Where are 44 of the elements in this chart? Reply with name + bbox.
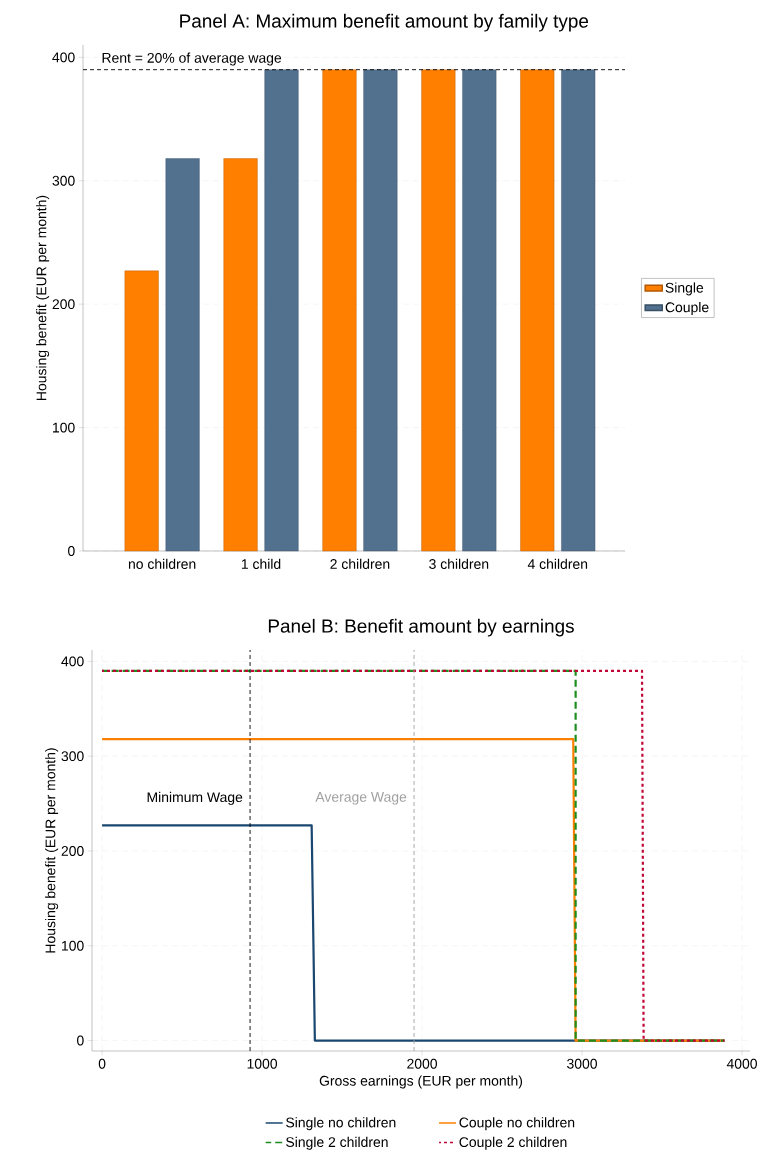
x-tick-label: 1 child [241,558,281,570]
bar [363,69,398,552]
chart-title: Panel A: Maximum benefit amount by family type [180,13,589,32]
y-tick-label: 300 [61,751,84,762]
bar [561,69,596,552]
x-tick-label: 2000 [407,1058,438,1069]
x-tick-label: 1000 [247,1058,278,1069]
ref-line-label: Minimum Wage [147,791,243,805]
x-tick-label: 4000 [726,1058,757,1069]
y-tick-label: 0 [77,1035,84,1046]
legend-label: Couple no children [459,1117,575,1131]
bar [124,270,159,552]
x-tick-label: 4 children [527,558,588,570]
bar [223,158,258,552]
legend-label: Single [665,282,704,296]
bar [264,69,299,552]
y-tick-label: 300 [52,175,75,186]
bar [421,69,456,552]
y-tick-label: 200 [52,299,75,310]
y-tick-label: 0 [68,546,75,556]
ref-line-label: Average Wage [315,792,407,805]
annotation: Rent = 20% of average wage [102,52,282,66]
y-tick-label: 200 [61,846,84,856]
y-tick-label: 400 [61,656,84,667]
y-tick-label: 100 [62,940,84,951]
y-axis-title: Housing benefit (EUR per month) [36,195,50,400]
legend-label: Couple [665,301,709,315]
chart-title: Panel B: Benefit amount by earnings [268,618,574,637]
y-axis-title: Housing benefit (EUR per month) [45,748,59,953]
y-tick-label: 100 [53,422,75,433]
legend-label: Single 2 children [286,1136,388,1150]
legend-label: Single no children [286,1117,396,1131]
bar [520,69,555,552]
bar [462,69,497,552]
x-tick-label: 3 children [429,558,489,570]
bar [165,158,200,552]
bar [322,69,357,552]
x-tick-label: 0 [98,1058,106,1069]
y-tick-label: 400 [52,52,75,63]
legend-label: Couple 2 children [459,1136,567,1150]
x-axis-title: Gross earnings (EUR per month) [319,1075,523,1089]
x-tick-label: 2 children [330,558,390,570]
x-tick-label: no children [128,558,196,570]
x-tick-label: 3000 [567,1058,597,1069]
